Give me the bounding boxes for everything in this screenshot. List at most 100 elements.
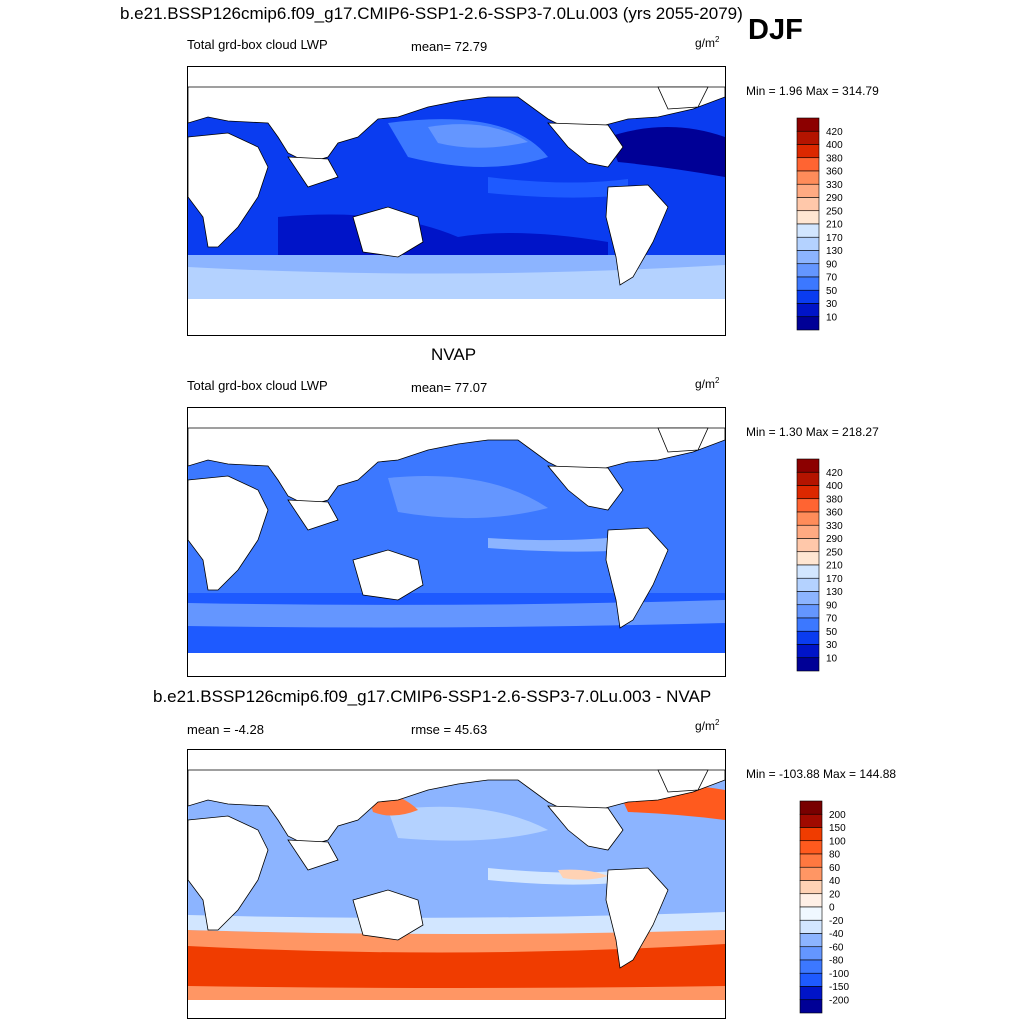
colorbar-tick-label: -150: [829, 982, 849, 993]
model-map-svg: [188, 67, 725, 335]
panel-diff-title: b.e21.BSSP126cmip6.f09_g17.CMIP6-SSP1-2.…: [153, 687, 712, 706]
colorbar-box: [796, 303, 820, 318]
colorbar-tick-label: -80: [829, 956, 844, 967]
colorbar-tick-label: 30: [826, 299, 838, 310]
colorbar-tick-label: 50: [826, 286, 838, 297]
east-pacific-positive: [558, 869, 608, 880]
colorbar-box: [796, 276, 820, 291]
colorbar-tick-label: 360: [826, 508, 843, 519]
colorbar-tick-label: 250: [826, 547, 843, 558]
colorbar-tick-label: 70: [826, 273, 838, 284]
colorbar-tick-label: 30: [826, 640, 838, 651]
greenland-landmass: [657, 427, 709, 453]
colorbar-tick-label: 10: [826, 312, 838, 323]
colorbar-box: [796, 524, 820, 539]
southern-ocean-transition-band: [188, 912, 725, 934]
colorbar-tick-label: 210: [826, 561, 843, 572]
colorbar-box: [796, 498, 820, 513]
north-atlantic-dark: [608, 127, 725, 177]
panel-model-minmax: Min = 1.96 Max = 314.79: [746, 84, 879, 98]
colorbar-tick-label: 170: [826, 574, 843, 585]
colorbar-tick-label: 60: [829, 863, 841, 874]
diff-colorbar-svg: 200150100806040200-20-40-60-80-100-150-2…: [799, 800, 849, 1014]
itcz-band: [488, 536, 628, 552]
north-eurasia-landmass: [188, 86, 725, 164]
colorbar-tick-label: 420: [826, 127, 843, 138]
panel-obs-field-label: Total grd-box cloud LWP: [187, 378, 328, 393]
colorbar-box: [799, 853, 823, 868]
southern-ocean-mid-band: [188, 600, 725, 628]
colorbar-box: [799, 866, 823, 881]
colorbar-tick-label: 130: [826, 587, 843, 598]
panel-model-mean: mean= 72.79: [411, 39, 488, 54]
colorbar-tick-label: 20: [829, 889, 841, 900]
panel-obs-colorbar: 420 400 380 360 330 290 250 210 170 130 90 70 50 30 10: [796, 458, 857, 672]
colorbar-box: [796, 551, 820, 566]
continents: [188, 427, 725, 629]
colorbar-tick-label: 10: [826, 653, 838, 664]
colorbar-box: [796, 263, 820, 278]
colorbar-tick-label: 50: [826, 627, 838, 638]
panel-obs-mean: mean= 77.07: [411, 380, 488, 395]
north-eurasia-landmass: [188, 427, 725, 507]
colorbar-box: [796, 564, 820, 579]
colorbar-box: [796, 591, 820, 606]
colorbar-box: [796, 657, 820, 672]
north-pacific-core: [428, 124, 528, 148]
africa-landmass: [188, 815, 269, 931]
colorbar-box: [796, 183, 820, 198]
australia-landmass: [352, 206, 424, 258]
india-landmass: [287, 839, 339, 871]
colorbar-tick-label: 100: [829, 836, 846, 847]
colorbar-box: [796, 117, 820, 132]
north-eurasia-landmass: [188, 769, 725, 847]
colorbar-tick-label: 380: [826, 494, 843, 505]
colorbar-box: [799, 986, 823, 1001]
colorbar-box: [799, 972, 823, 987]
unit-base: g/m: [695, 36, 716, 50]
colorbar-box: [796, 617, 820, 632]
colorbar-box: [796, 236, 820, 251]
colorbar-tick-label: 330: [826, 180, 843, 191]
india-landmass: [287, 499, 339, 531]
colorbar-tick-label: 150: [829, 823, 846, 834]
panel-model-field-label: Total grd-box cloud LWP: [187, 37, 328, 52]
greenland-landmass: [657, 769, 709, 793]
colorbar-tick-label: 40: [829, 876, 841, 887]
panel-diff-colorbar: 200 150 100 80 60 40 20 0 -20 -40 -60 -80 -100 -150 -2…: [799, 800, 860, 1014]
colorbar-tick-label: 400: [826, 481, 843, 492]
panel-diff-mean: mean = -4.28: [187, 722, 264, 737]
colorbar-tick-label: 70: [826, 614, 838, 625]
pacific-lighter-zone: [388, 476, 548, 519]
north-pacific-zone: [388, 806, 548, 841]
colorbar-box: [796, 289, 820, 304]
colorbar-tick-label: -200: [829, 995, 849, 1006]
antarctic-band: [188, 1000, 725, 1018]
panel-obs-units: g/m2: [695, 376, 719, 391]
africa-landmass: [188, 475, 269, 591]
australia-landmass: [352, 549, 424, 601]
colorbar-box: [796, 458, 820, 473]
colorbar-box: [799, 919, 823, 934]
panel-diff-rmse: rmse = 45.63: [411, 722, 488, 737]
colorbar-box: [796, 144, 820, 159]
colorbar-box: [796, 223, 820, 238]
colorbar-tick-label: 90: [826, 600, 838, 611]
north-america-landmass: [547, 122, 624, 168]
colorbar-tick-label: 290: [826, 534, 843, 545]
colorbar-tick-label: -100: [829, 969, 849, 980]
panel-obs-map: [187, 407, 726, 677]
colorbar-tick-label: 0: [829, 903, 835, 914]
colorbar-tick-label: 80: [829, 850, 841, 861]
colorbar-tick-label: 330: [826, 521, 843, 532]
colorbar-box: [796, 250, 820, 265]
colorbar-tick-label: 290: [826, 193, 843, 204]
arctic-band: [188, 408, 725, 428]
colorbar-box: [796, 316, 820, 331]
colorbar-tick-label: 250: [826, 206, 843, 217]
colorbar-box: [796, 197, 820, 212]
colorbar-tick-label: -20: [829, 916, 844, 927]
diff-map-svg: [188, 750, 725, 1018]
arctic-band: [188, 750, 725, 770]
colorbar-box: [799, 800, 823, 815]
